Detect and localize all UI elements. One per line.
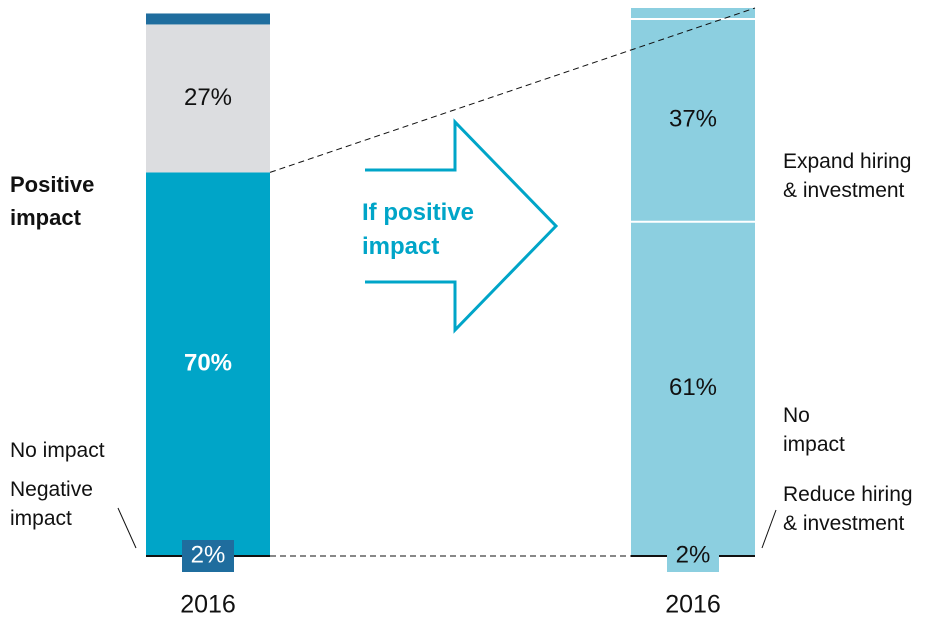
value-label: 2% <box>676 541 711 568</box>
arrow-label: If positive impact <box>362 199 475 260</box>
arrow <box>365 118 559 334</box>
value-label-box <box>667 540 719 572</box>
leader-line <box>761 509 777 549</box>
x-tick-label: 2016 <box>180 591 236 619</box>
bar-segment <box>146 13 270 25</box>
series-label: Reduce hiring & investment <box>783 483 913 535</box>
value-label: 27% <box>184 84 232 111</box>
value-label: 70% <box>184 350 232 377</box>
connector <box>269 7 756 173</box>
series-label: No impact <box>10 439 105 462</box>
series-label: No impact <box>783 404 845 456</box>
bar-segment <box>146 172 270 556</box>
value-label: 61% <box>669 374 717 401</box>
leader-line <box>117 507 137 549</box>
x-tick-label: 2016 <box>665 591 721 619</box>
series-label: Negative impact <box>10 478 93 530</box>
bar-segment <box>631 221 755 556</box>
series-label: Positive impact <box>10 172 95 230</box>
bar-segment <box>631 18 755 222</box>
bar-segment <box>631 8 755 19</box>
value-label: 37% <box>669 106 717 133</box>
value-label: 2% <box>191 541 226 568</box>
bar-segment <box>146 24 270 173</box>
value-label-box <box>182 540 234 572</box>
series-label: Expand hiring & investment <box>783 150 912 202</box>
